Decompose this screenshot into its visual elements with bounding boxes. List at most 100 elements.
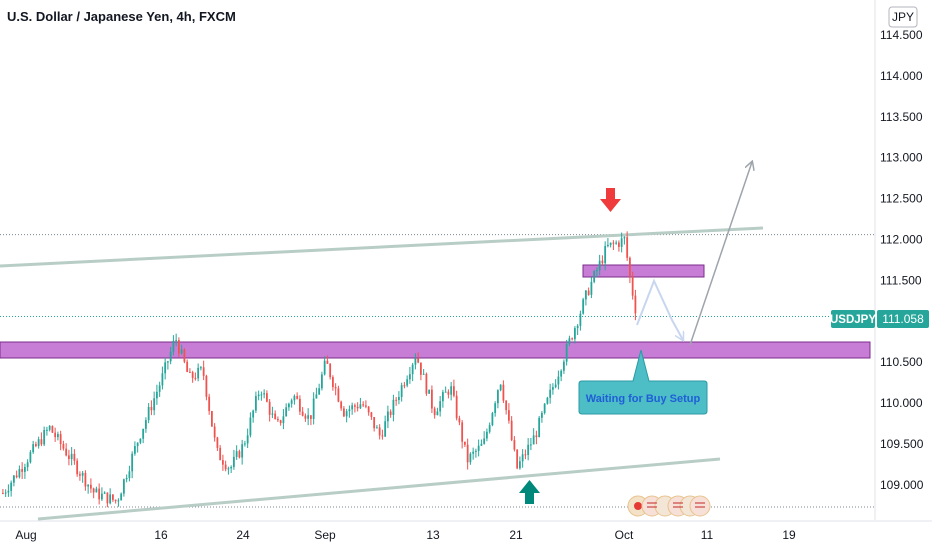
candle[interactable] [285,403,288,417]
candle[interactable] [590,277,593,299]
candle[interactable] [321,371,323,391]
candle[interactable] [510,416,513,442]
candle[interactable] [532,428,535,445]
candle[interactable] [266,390,268,403]
candle[interactable] [549,383,552,404]
candle[interactable] [189,368,191,373]
demand-zone[interactable] [0,341,871,359]
candle[interactable] [538,415,541,438]
candle[interactable] [73,449,76,465]
candle[interactable] [249,412,252,438]
candle[interactable] [304,413,307,422]
candle[interactable] [95,486,98,493]
candle[interactable] [623,236,626,245]
candle[interactable] [51,425,54,434]
candle[interactable] [554,379,557,389]
upper-trendline[interactable] [0,226,764,268]
candle[interactable] [299,395,301,416]
candle[interactable] [156,384,158,405]
candle[interactable] [376,425,378,429]
candle[interactable] [332,375,334,391]
candle[interactable] [398,391,400,405]
candle[interactable] [59,430,62,451]
candle[interactable] [172,335,175,356]
candle[interactable] [213,423,216,442]
candle[interactable] [491,411,494,427]
candle[interactable] [442,389,444,408]
candle[interactable] [530,438,532,451]
candle[interactable] [343,406,345,418]
currency-badge[interactable] [888,6,918,28]
candle[interactable] [90,478,92,493]
candle[interactable] [167,360,169,370]
candle[interactable] [92,487,95,499]
candle[interactable] [54,427,57,442]
candle[interactable] [260,391,263,401]
candle[interactable] [101,487,103,502]
candle[interactable] [351,402,354,415]
candle[interactable] [117,498,120,507]
candle[interactable] [458,415,461,426]
candle[interactable] [7,484,10,497]
candle[interactable] [224,460,227,472]
candle[interactable] [40,432,43,447]
candle[interactable] [472,447,475,460]
candle[interactable] [524,449,527,460]
candle[interactable] [505,400,508,415]
candle[interactable] [128,465,131,482]
candle[interactable] [513,436,516,452]
candle[interactable] [557,370,560,390]
candle[interactable] [354,403,356,413]
candle[interactable] [329,363,332,380]
candle[interactable] [191,370,194,383]
candle[interactable] [483,431,486,445]
candle[interactable] [296,392,299,400]
candle[interactable] [81,470,84,483]
candle[interactable] [246,428,249,448]
candle[interactable] [57,431,59,441]
candle[interactable] [359,397,362,410]
candle[interactable] [202,360,205,381]
candle[interactable] [43,426,46,447]
candle[interactable] [301,407,304,417]
candle[interactable] [582,297,585,315]
candle[interactable] [252,409,255,423]
candle[interactable] [230,465,233,473]
candle[interactable] [585,289,587,306]
candle[interactable] [21,462,24,480]
candle[interactable] [288,402,290,411]
candle[interactable] [571,337,574,341]
candle[interactable] [26,459,29,472]
candle[interactable] [502,380,505,404]
candle[interactable] [439,396,442,417]
candle[interactable] [241,439,244,465]
candle[interactable] [340,400,343,411]
candle[interactable] [235,445,238,460]
candle[interactable] [486,428,488,442]
candle[interactable] [370,411,373,420]
candle[interactable] [579,310,582,331]
supply-zone[interactable] [582,264,705,278]
candle[interactable] [362,401,365,408]
candle[interactable] [46,426,48,436]
candle[interactable] [615,240,618,245]
candle[interactable] [175,333,178,347]
candle[interactable] [186,359,189,373]
candle[interactable] [219,445,222,461]
candle[interactable] [389,409,392,418]
candle[interactable] [453,379,455,398]
candle[interactable] [194,372,197,381]
candle[interactable] [414,353,417,370]
candle[interactable] [475,448,477,458]
candle[interactable] [24,463,26,479]
callout-box[interactable] [578,349,708,415]
candle[interactable] [535,430,538,445]
candle[interactable] [48,425,51,432]
candle[interactable] [444,386,447,393]
candle[interactable] [68,449,70,466]
candle[interactable] [629,256,631,284]
candle[interactable] [208,393,211,415]
candle[interactable] [387,405,389,429]
candle[interactable] [84,470,87,491]
